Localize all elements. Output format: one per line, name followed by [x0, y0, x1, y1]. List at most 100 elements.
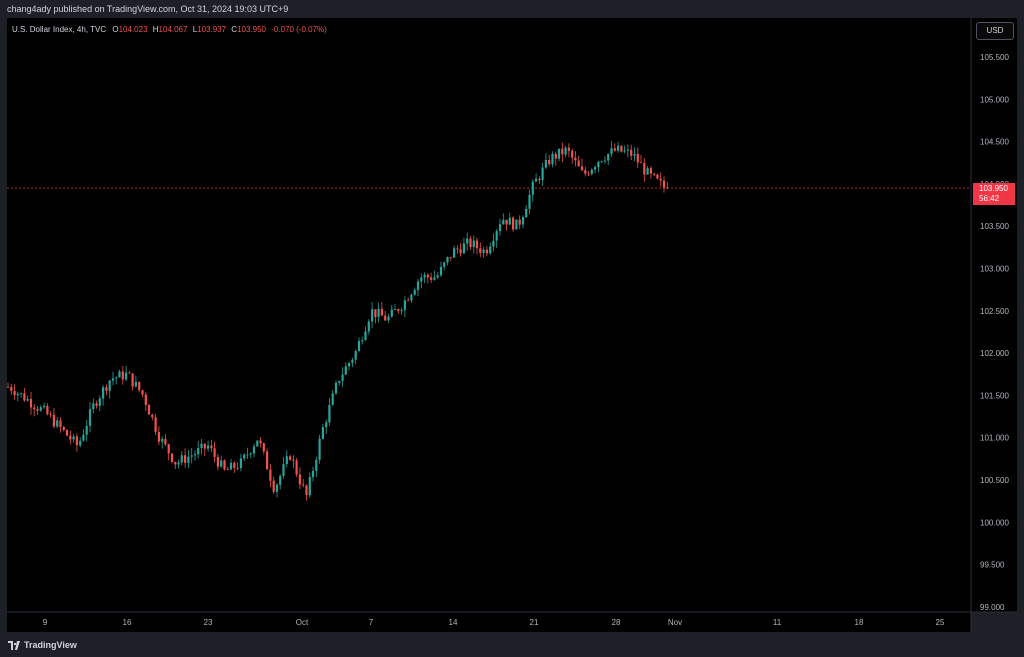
candle-down: [65, 429, 69, 436]
x-axis-ticks: 9 16 23 Oct 7 14 21 28 Nov 11 18 25: [43, 618, 945, 627]
candle-up: [220, 460, 223, 467]
candle-down: [577, 160, 580, 167]
candle-down: [226, 469, 229, 471]
candle-down: [397, 309, 400, 311]
candle-up: [190, 455, 193, 457]
candle-down: [184, 455, 187, 463]
candle-up: [92, 403, 95, 410]
high-label: H: [153, 25, 159, 34]
candle-down: [469, 238, 472, 247]
candle-down: [659, 178, 662, 181]
candle-down: [656, 174, 659, 179]
plot-area[interactable]: [7, 18, 971, 612]
candle-down: [538, 178, 541, 180]
x-tick-label: 16: [123, 618, 132, 627]
y-tick-label: 103.500: [980, 222, 1009, 231]
y-tick-label: 101.500: [980, 391, 1009, 400]
candle-up: [443, 262, 446, 267]
candle-down: [571, 150, 574, 158]
candle-up: [498, 224, 502, 231]
candle-up: [331, 393, 334, 405]
candle-up: [400, 309, 403, 312]
candle-down: [613, 148, 616, 151]
tradingview-logo[interactable]: TradingView: [8, 640, 77, 650]
candle-down: [630, 149, 633, 156]
candle-down: [384, 315, 387, 321]
candle-up: [256, 440, 259, 447]
candle-up: [492, 240, 495, 247]
candle-down: [475, 240, 479, 249]
candle-up: [357, 341, 361, 351]
open-label: O: [112, 25, 118, 34]
y-tick-label: 105.500: [980, 53, 1009, 62]
candle-down: [289, 456, 292, 460]
candle-up: [439, 266, 443, 276]
candle-up: [416, 281, 420, 290]
candle-up: [43, 405, 46, 408]
candle-down: [13, 390, 16, 396]
candle-down: [269, 469, 272, 481]
candle-up: [433, 277, 436, 280]
candle-down: [144, 394, 147, 405]
time-scale[interactable]: [7, 612, 971, 632]
candle-down: [62, 427, 65, 430]
candle-up: [115, 377, 118, 379]
candle-up: [252, 446, 256, 454]
candle-up: [318, 438, 321, 460]
price-scale[interactable]: [971, 18, 1017, 612]
candle-up: [531, 181, 534, 195]
y-tick-label: 103.000: [980, 265, 1009, 274]
candle-up: [564, 147, 567, 155]
candle-up: [423, 274, 426, 278]
candle-down: [636, 154, 639, 163]
candle-up: [436, 275, 439, 278]
candle-down: [305, 485, 308, 496]
candle-down: [69, 435, 72, 440]
candle-up: [590, 169, 593, 175]
candle-up: [453, 248, 456, 258]
candle-down: [213, 448, 216, 457]
publish-info: chang4ady published on TradingView.com, …: [7, 4, 289, 14]
candle-up: [177, 462, 180, 465]
candle-up: [361, 340, 364, 342]
candle-up: [489, 246, 492, 254]
candle-down: [46, 405, 49, 415]
candle-down: [33, 407, 36, 409]
low-label: L: [193, 25, 198, 34]
candle-down: [518, 219, 521, 225]
candle-down: [128, 372, 131, 374]
candle-down: [554, 153, 557, 159]
change-value: -0.070 (-0.07%): [271, 25, 327, 34]
candle-up: [229, 462, 233, 470]
candle-down: [512, 217, 515, 230]
candle-down: [236, 467, 239, 469]
candle-down: [580, 166, 584, 171]
x-tick-label: 14: [449, 618, 458, 627]
candle-up: [249, 453, 252, 455]
candle-up: [56, 420, 59, 427]
currency-button[interactable]: USD: [976, 22, 1014, 40]
candle-up: [390, 309, 393, 317]
candle-up: [367, 321, 370, 332]
candle-up: [371, 309, 374, 322]
y-tick-label: 102.500: [980, 307, 1009, 316]
y-tick-label: 99.000: [980, 603, 1005, 612]
x-tick-label: 25: [936, 618, 945, 627]
candle-up: [348, 363, 351, 367]
candle-up: [39, 407, 42, 411]
candle-up: [521, 217, 525, 225]
x-tick-label: 9: [43, 618, 48, 627]
candle-down: [157, 432, 160, 442]
candle-down: [653, 173, 656, 175]
candle-up: [351, 359, 354, 363]
candle-down: [407, 300, 410, 302]
y-tick-label: 102.000: [980, 349, 1009, 358]
x-tick-label: 7: [369, 618, 374, 627]
candle-up: [466, 238, 469, 244]
last-price-value: 103.950: [979, 184, 1008, 193]
candle-up: [617, 145, 620, 151]
candle-up: [646, 168, 649, 175]
close-label: C: [231, 25, 237, 34]
